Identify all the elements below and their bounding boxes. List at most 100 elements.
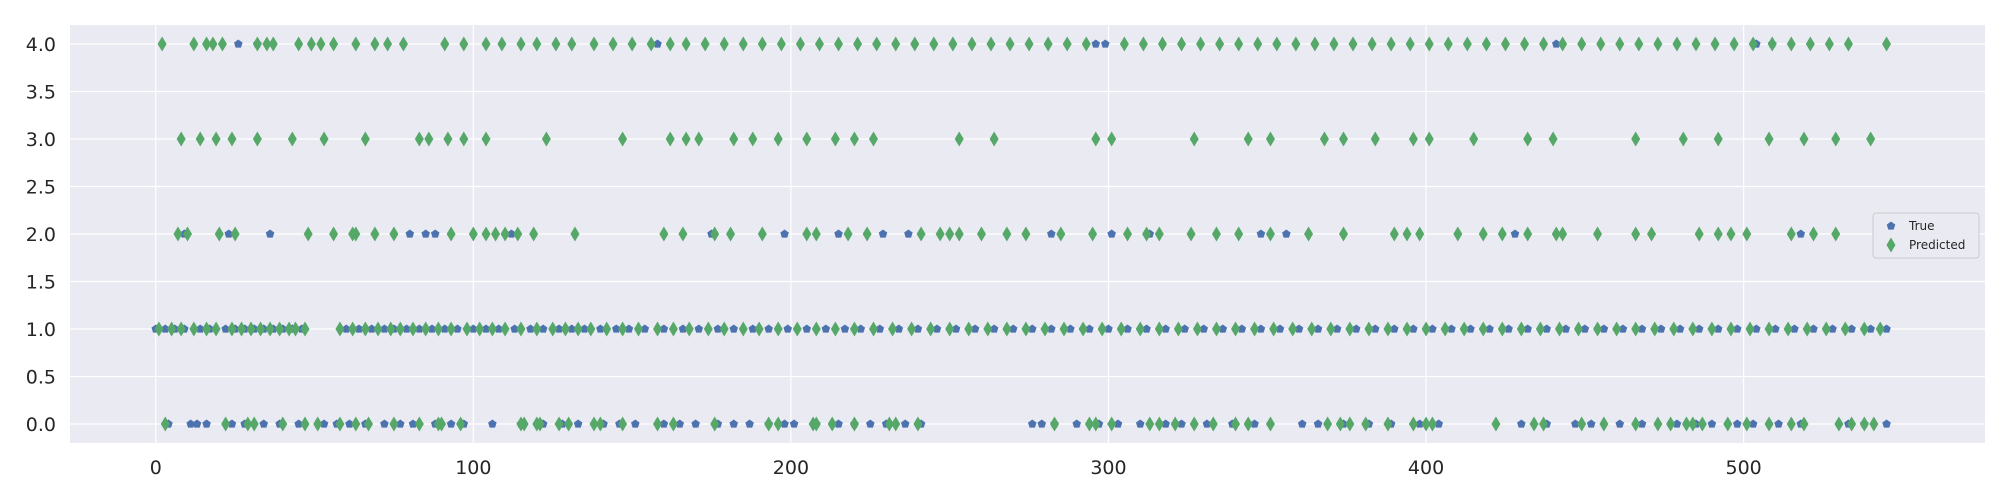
predicted-point <box>719 321 729 337</box>
true-point <box>780 229 789 238</box>
predicted-point <box>1672 36 1682 52</box>
predicted-point <box>1186 226 1196 242</box>
predicted-point <box>1345 321 1355 337</box>
predicted-point <box>589 416 599 432</box>
predicted-point <box>1859 416 1869 432</box>
predicted-point <box>729 131 739 147</box>
true-point <box>1415 419 1424 428</box>
true-point <box>1733 419 1742 428</box>
predicted-point <box>300 416 310 432</box>
predicted-point <box>1681 416 1691 432</box>
predicted-point <box>954 226 964 242</box>
true-point <box>192 419 202 428</box>
predicted-point <box>1002 321 1012 337</box>
true-point <box>783 324 793 333</box>
predicted-point <box>421 321 431 337</box>
predicted-point <box>1786 226 1796 242</box>
y-tick-label: 1.5 <box>26 272 56 294</box>
predicted-point <box>1265 416 1275 432</box>
predicted-point <box>1669 321 1679 337</box>
true-point <box>227 419 237 428</box>
predicted-point <box>986 36 996 52</box>
predicted-point <box>1138 36 1148 52</box>
predicted-point <box>1265 131 1275 147</box>
predicted-point <box>1821 321 1831 337</box>
predicted-point <box>1767 36 1777 52</box>
predicted-point <box>202 321 212 337</box>
true-point <box>1796 229 1806 238</box>
predicted-point <box>564 416 574 432</box>
predicted-point <box>1338 131 1348 147</box>
predicted-point <box>710 226 720 242</box>
predicted-point <box>1215 36 1225 52</box>
predicted-point <box>595 416 605 432</box>
predicted-point <box>678 226 688 242</box>
predicted-point <box>1049 416 1059 432</box>
predicted-point <box>424 131 434 147</box>
predicted-point <box>1558 36 1568 52</box>
true-point <box>481 324 491 333</box>
true-point <box>1599 324 1609 333</box>
predicted-point <box>1383 321 1393 337</box>
predicted-point <box>1078 321 1088 337</box>
predicted-point <box>211 321 221 337</box>
predicted-point <box>1831 131 1841 147</box>
predicted-point <box>284 321 294 337</box>
predicted-point <box>1421 321 1431 337</box>
true-point <box>1733 324 1742 333</box>
predicted-point <box>570 226 580 242</box>
predicted-point <box>262 36 272 52</box>
predicted-point <box>1405 36 1415 52</box>
true-point <box>440 324 450 333</box>
true-point <box>234 39 243 48</box>
predicted-point <box>849 416 859 432</box>
predicted-point <box>456 416 466 432</box>
predicted-point <box>414 416 424 432</box>
true-point <box>675 419 685 428</box>
predicted-point <box>802 226 812 242</box>
predicted-point <box>1631 321 1641 337</box>
predicted-point <box>1497 226 1507 242</box>
true-point <box>396 419 405 428</box>
predicted-point <box>1453 226 1463 242</box>
predicted-point <box>792 321 802 337</box>
predicted-point <box>1145 416 1155 432</box>
legend-frame <box>1872 212 1980 259</box>
predicted-point <box>551 36 561 52</box>
predicted-point <box>573 321 583 337</box>
predicted-point <box>1310 36 1320 52</box>
predicted-point <box>173 226 183 242</box>
true-point <box>866 419 875 428</box>
predicted-point <box>1135 321 1145 337</box>
predicted-point <box>249 416 259 432</box>
predicted-point <box>437 416 447 432</box>
predicted-point <box>964 321 974 337</box>
true-point <box>713 324 723 333</box>
predicted-point <box>214 226 224 242</box>
true-point <box>640 324 650 333</box>
true-point <box>1297 419 1307 428</box>
true-point <box>1332 324 1342 333</box>
predicted-point <box>351 36 361 52</box>
predicted-point <box>1647 226 1657 242</box>
predicted-point <box>888 321 898 337</box>
predicted-point <box>954 131 964 147</box>
predicted-point <box>1805 36 1815 52</box>
true-point <box>380 324 389 333</box>
predicted-point <box>1250 321 1260 337</box>
series-predicted <box>154 36 1892 432</box>
true-point <box>446 419 456 428</box>
predicted-point <box>1462 36 1472 52</box>
predicted-point <box>160 416 170 432</box>
predicted-point <box>529 226 539 242</box>
true-point <box>507 229 516 238</box>
predicted-point <box>1726 321 1736 337</box>
predicted-point <box>487 321 497 337</box>
true-point <box>538 324 548 333</box>
predicted-point <box>681 131 691 147</box>
predicted-point <box>1272 36 1282 52</box>
predicted-point <box>811 226 821 242</box>
predicted-point <box>1653 416 1663 432</box>
true-point <box>764 324 773 333</box>
predicted-point <box>1424 36 1434 52</box>
